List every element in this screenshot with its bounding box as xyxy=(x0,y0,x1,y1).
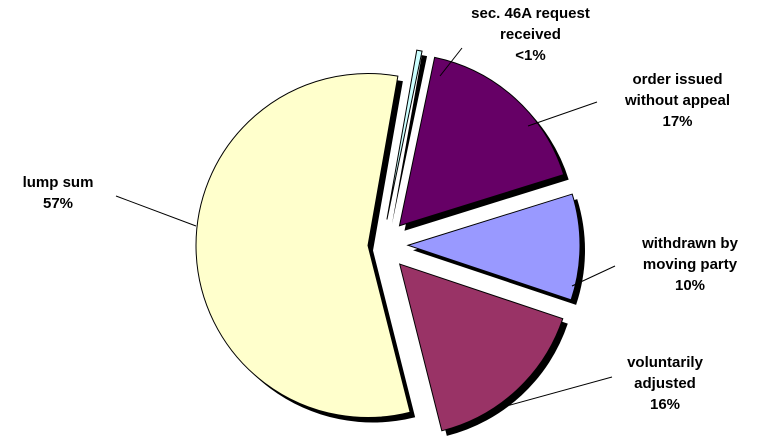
category-label: lump sum xyxy=(22,174,94,191)
leader-line xyxy=(571,265,616,287)
category-label: withdrawn by moving party xyxy=(642,235,738,273)
slice-label: voluntarily adjusted 16% xyxy=(610,352,720,415)
pie-slice xyxy=(406,193,581,301)
value-label: <1% xyxy=(515,47,546,64)
pie-slice xyxy=(386,49,423,220)
value-label: 57% xyxy=(42,195,74,212)
slice-label: order issued without appeal 17% xyxy=(610,69,745,132)
category-label: order issued without appeal xyxy=(625,71,730,109)
leader-line xyxy=(439,47,463,77)
leader-line xyxy=(115,195,197,227)
value-label: 17% xyxy=(662,113,693,130)
category-label: voluntarily adjusted xyxy=(627,354,703,392)
value-label: 16% xyxy=(649,396,681,413)
slice-label: sec. 46A request received <1% xyxy=(458,3,603,66)
leader-line xyxy=(491,376,613,411)
category-label: sec. 46A request received xyxy=(471,5,590,43)
pie-slice xyxy=(195,73,411,419)
slice-shadow xyxy=(391,55,428,225)
leader-line xyxy=(527,101,598,127)
pie-slice xyxy=(398,56,565,227)
slice-label: withdrawn by moving party 10% xyxy=(620,233,760,296)
value-label: 10% xyxy=(674,277,706,294)
slice-label: lump sum 57% xyxy=(8,172,108,214)
pie-slice xyxy=(398,263,564,432)
